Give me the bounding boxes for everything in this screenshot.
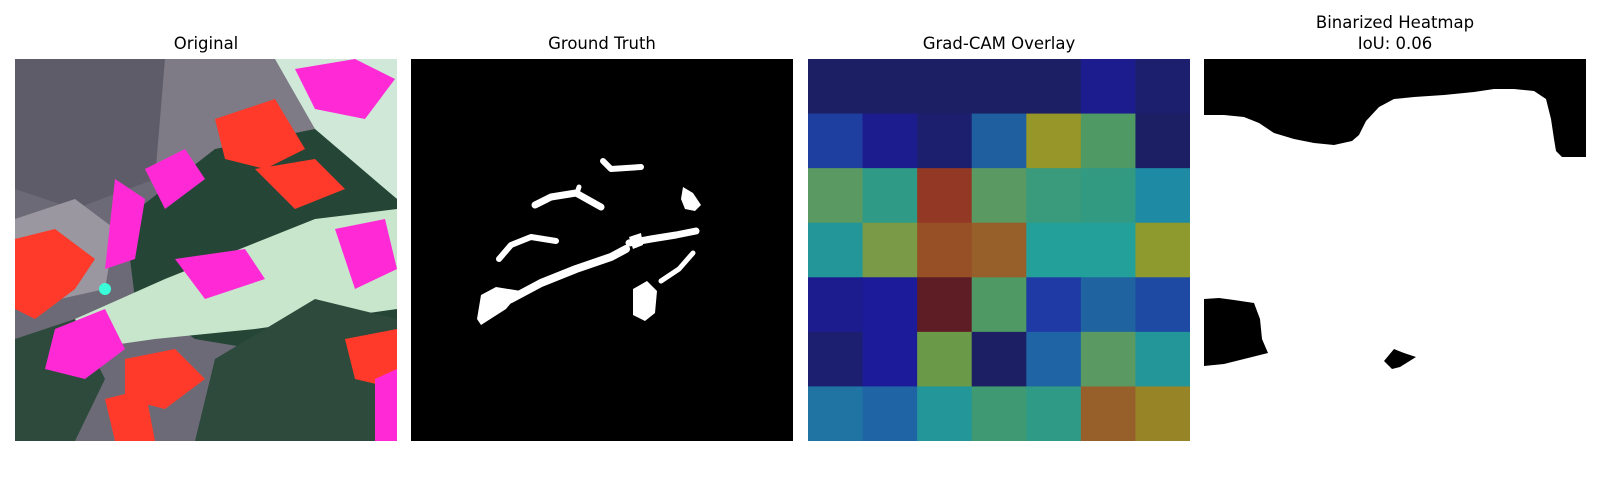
gradcam-cell-4-6 [1135, 277, 1190, 333]
binarized-heatmap-svg [1204, 59, 1586, 441]
gradcam-cell-0-5 [1080, 59, 1137, 115]
gradcam-cell-6-5 [1080, 386, 1137, 441]
gradcam-cell-2-5 [1080, 168, 1137, 224]
panel-title-original: Original [173, 34, 239, 53]
original-image-svg [15, 59, 397, 441]
gradcam-cell-6-6 [1135, 386, 1190, 441]
panel-title-ground-truth: Ground Truth [548, 34, 656, 53]
gradcam-cell-6-4 [1026, 386, 1082, 441]
panel-subtitle-iou: IoU: 0.06 [1357, 34, 1433, 53]
gradcam-cell-1-1 [862, 113, 918, 169]
gradcam-cell-5-5 [1080, 331, 1137, 388]
gradcam-cell-1-6 [1135, 113, 1190, 169]
panel-title-gradcam: Grad-CAM Overlay [922, 34, 1076, 53]
gradcam-cell-5-2 [917, 331, 973, 388]
gradcam-cell-1-4 [1026, 113, 1082, 169]
gradcam-cell-4-3 [971, 277, 1027, 333]
gradcam-cell-0-6 [1135, 59, 1190, 115]
gradcam-cell-3-6 [1135, 222, 1190, 278]
gradcam-cell-6-3 [971, 386, 1027, 441]
original-image [15, 59, 397, 441]
gradcam-cell-3-1 [862, 222, 918, 278]
gradcam-cell-3-3 [971, 222, 1027, 278]
gradcam-cell-3-0 [808, 222, 864, 278]
gradcam-cell-3-2 [917, 222, 973, 278]
gradcam-cell-2-3 [971, 168, 1027, 224]
gradcam-cell-2-1 [862, 168, 918, 224]
gradcam-cell-2-0 [808, 168, 864, 224]
gradcam-cell-3-4 [1026, 222, 1082, 278]
gradcam-cell-0-3 [971, 59, 1027, 115]
gradcam-cell-4-4 [1026, 277, 1082, 333]
binarized-heatmap [1204, 59, 1586, 441]
gradcam-cell-1-2 [917, 113, 973, 169]
gradcam-grid [808, 59, 1190, 441]
gradcam-cell-6-1 [862, 386, 918, 441]
gradcam-cell-2-6 [1135, 168, 1190, 224]
gradcam-cell-1-5 [1080, 113, 1137, 169]
gradcam-cell-4-2 [917, 277, 973, 333]
gradcam-cell-0-1 [862, 59, 918, 115]
gradcam-cell-2-4 [1026, 168, 1082, 224]
gradcam-overlay [808, 59, 1190, 441]
ground-truth-svg [411, 59, 793, 441]
gradcam-cell-1-3 [971, 113, 1027, 169]
gradcam-cell-0-2 [917, 59, 973, 115]
gradcam-cell-0-0 [808, 59, 864, 115]
gradcam-cell-5-0 [808, 331, 864, 388]
gradcam-cell-3-5 [1080, 222, 1137, 278]
gradcam-cell-1-0 [808, 113, 864, 169]
ground-truth-mask [411, 59, 793, 441]
gradcam-cell-4-5 [1080, 277, 1137, 333]
gradcam-cell-4-0 [808, 277, 864, 333]
gradcam-cell-6-2 [917, 386, 973, 441]
gradcam-cell-6-0 [808, 386, 864, 441]
gradcam-cell-5-4 [1026, 331, 1082, 388]
gradcam-cell-5-3 [971, 331, 1027, 388]
gradcam-cell-5-1 [862, 331, 918, 388]
gradcam-cell-2-2 [917, 168, 973, 224]
gradcam-cell-0-4 [1026, 59, 1082, 115]
panel-title-binarized: Binarized Heatmap [1315, 13, 1475, 32]
gradcam-cell-5-6 [1135, 331, 1190, 388]
gradcam-cell-4-1 [862, 277, 918, 333]
